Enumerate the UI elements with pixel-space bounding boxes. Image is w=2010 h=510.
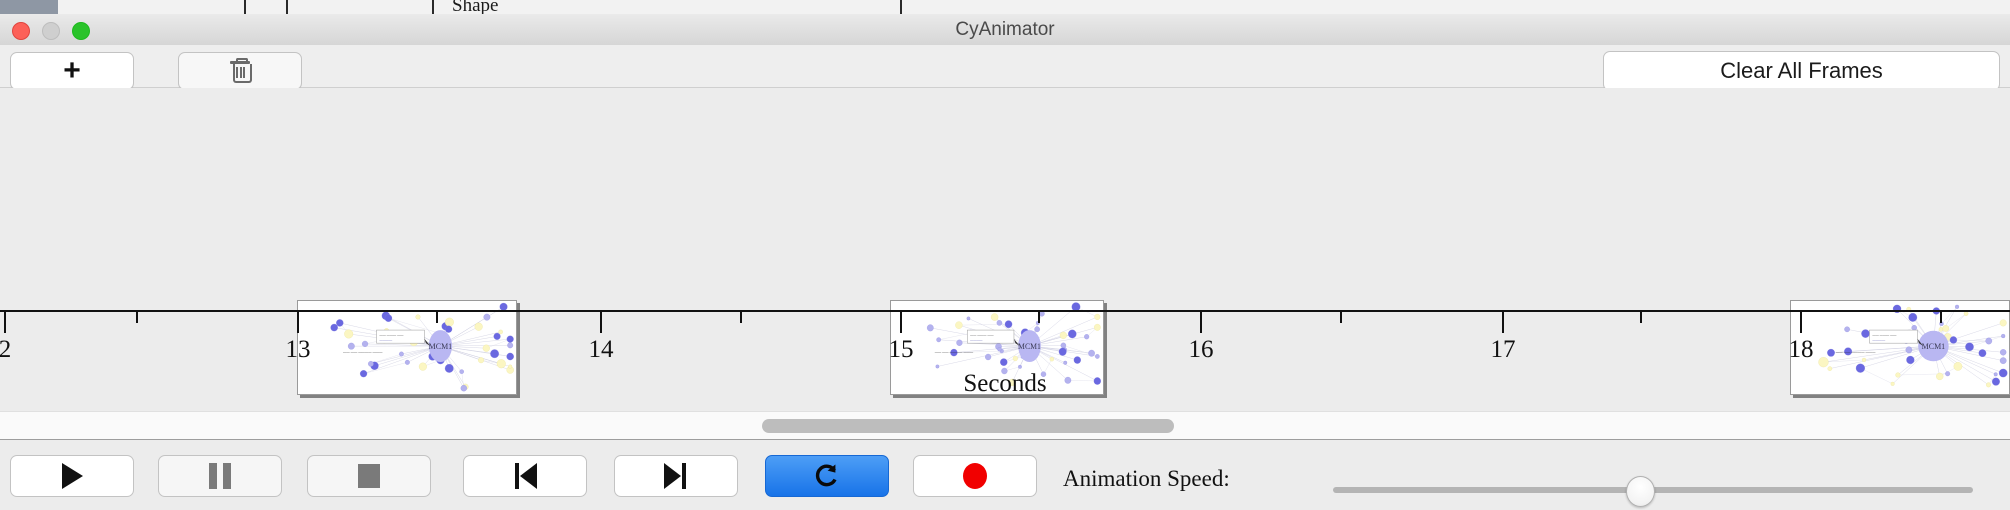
add-frame-button[interactable]: + bbox=[10, 52, 134, 90]
ruler-tick-label: 16 bbox=[1188, 336, 1214, 363]
svg-text:MCM1: MCM1 bbox=[1922, 342, 1946, 351]
play-button[interactable] bbox=[10, 455, 134, 497]
ruler-tick bbox=[297, 312, 299, 333]
stop-button[interactable] bbox=[307, 455, 431, 497]
svg-text:—— —— ———— ———: —— —— ———— ——— bbox=[1836, 350, 1876, 354]
ruler-tick bbox=[1038, 312, 1040, 323]
ruler-tick-label: 13 bbox=[285, 336, 311, 363]
background-cell bbox=[58, 0, 179, 14]
svg-text:MCM1: MCM1 bbox=[1018, 342, 1041, 351]
toolbar: + Clear All Frames bbox=[0, 45, 2010, 91]
background-window-text: Shape bbox=[452, 0, 499, 14]
frame-thumbnail-1[interactable]: MCM1 —— ——— —— ———— —— —— ———— ——— bbox=[297, 300, 517, 395]
pause-icon bbox=[209, 463, 231, 489]
skip-back-icon bbox=[513, 463, 537, 489]
plus-icon: + bbox=[63, 54, 81, 87]
ruler-tick bbox=[1502, 312, 1504, 333]
play-icon bbox=[61, 463, 83, 489]
animation-speed-label: Animation Speed: bbox=[1063, 466, 1230, 491]
background-window-sidebar bbox=[0, 0, 58, 14]
ruler-tick bbox=[1940, 312, 1942, 323]
title-bar: CyAnimator bbox=[0, 14, 2010, 46]
ruler-tick-label: 2 bbox=[0, 336, 12, 363]
svg-text:MCM1: MCM1 bbox=[429, 342, 453, 351]
record-button[interactable] bbox=[913, 455, 1037, 497]
skip-forward-icon bbox=[664, 463, 688, 489]
ruler-tick-label: 14 bbox=[588, 336, 614, 363]
clear-all-frames-button[interactable]: Clear All Frames bbox=[1603, 51, 2000, 91]
close-button[interactable] bbox=[12, 22, 30, 40]
svg-text:—— ——— ——: —— ——— —— bbox=[970, 333, 994, 337]
ruler-tick bbox=[136, 312, 138, 323]
ruler-tick-label: 17 bbox=[1490, 336, 1516, 363]
frame-thumbnail-3[interactable]: MCM1 —— ——— —— ———— —— —— ———— ——— bbox=[1790, 300, 2010, 395]
background-tick bbox=[900, 0, 902, 14]
background-cell bbox=[1408, 0, 2010, 14]
ruler-tick-label: 15 bbox=[888, 336, 914, 363]
background-tick bbox=[244, 0, 246, 14]
clear-all-frames-label: Clear All Frames bbox=[1720, 58, 1883, 83]
ruler-tick bbox=[600, 312, 602, 333]
trash-icon bbox=[230, 58, 252, 83]
timeline-panel[interactable]: MCM1 —— ——— —— ———— —— —— ———— ——— MCM1 —— ——… bbox=[0, 88, 2010, 411]
axis-title: Seconds bbox=[963, 370, 1047, 397]
ruler-tick bbox=[900, 312, 902, 333]
record-icon bbox=[963, 463, 987, 489]
svg-text:—— —— ———— ———: —— —— ———— ——— bbox=[343, 350, 383, 354]
frame-thumbnail-2[interactable]: MCM1 —— ——— —— ———— —— —— ———— ——— bbox=[890, 300, 1104, 395]
svg-text:————: ———— bbox=[379, 338, 393, 342]
loop-icon bbox=[812, 461, 842, 491]
background-cell bbox=[178, 0, 239, 14]
background-cell bbox=[300, 0, 449, 14]
playback-control-bar: Animation Speed: bbox=[0, 439, 2010, 510]
ruler-tick bbox=[1640, 312, 1642, 323]
loop-button[interactable] bbox=[765, 455, 889, 497]
window-title: CyAnimator bbox=[955, 19, 1055, 40]
minimize-button[interactable] bbox=[42, 22, 60, 40]
timeline-scrollbar-thumb[interactable] bbox=[762, 419, 1174, 433]
ruler-baseline bbox=[0, 310, 2010, 312]
ruler-tick bbox=[1800, 312, 1802, 333]
svg-text:————: ———— bbox=[970, 338, 983, 342]
timeline-scrollbar[interactable] bbox=[0, 411, 2010, 440]
delete-frame-button[interactable] bbox=[178, 52, 302, 90]
background-tick bbox=[286, 0, 288, 14]
ruler-tick bbox=[1200, 312, 1202, 333]
animation-speed-slider-thumb[interactable] bbox=[1626, 476, 1655, 507]
svg-text:—— ——— ——: —— ——— —— bbox=[1872, 333, 1897, 337]
ruler-tick bbox=[740, 312, 742, 323]
ruler-tick bbox=[436, 312, 438, 323]
maximize-button[interactable] bbox=[72, 22, 90, 40]
ruler-tick-label: 18 bbox=[1788, 336, 1814, 363]
skip-to-start-button[interactable] bbox=[463, 455, 587, 497]
background-cell bbox=[238, 0, 301, 14]
svg-text:—— —— ———— ———: —— —— ———— ——— bbox=[935, 350, 974, 354]
background-cell bbox=[768, 0, 1409, 14]
svg-text:—— ——— ——: —— ——— —— bbox=[379, 333, 404, 337]
ruler-tick bbox=[1340, 312, 1342, 323]
stop-icon bbox=[358, 464, 380, 488]
pause-button[interactable] bbox=[158, 455, 282, 497]
ruler-tick bbox=[4, 312, 6, 333]
background-window-strip: Shape bbox=[0, 0, 2010, 14]
svg-text:————: ———— bbox=[1872, 338, 1886, 342]
skip-to-end-button[interactable] bbox=[614, 455, 738, 497]
background-tick bbox=[432, 0, 434, 14]
